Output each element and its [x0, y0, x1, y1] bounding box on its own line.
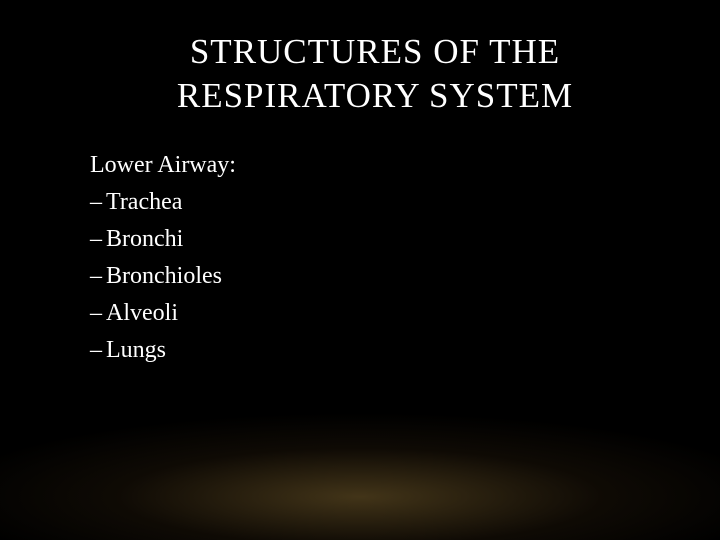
bullet-marker: –: [90, 189, 102, 216]
bullet-marker: –: [90, 226, 102, 253]
list-item: –Bronchioles: [90, 263, 660, 290]
list-item: –Trachea: [90, 189, 660, 216]
list-item: –Lungs: [90, 337, 660, 364]
bullet-marker: –: [90, 337, 102, 364]
slide-container: STRUCTURES OF THE RESPIRATORY SYSTEM Low…: [0, 0, 720, 540]
bullet-text: Alveoli: [106, 300, 178, 326]
slide-body: Lower Airway: –Trachea –Bronchi –Bronchi…: [90, 152, 660, 364]
bullet-text: Trachea: [106, 189, 182, 215]
bullet-list: –Trachea –Bronchi –Bronchioles –Alveoli …: [90, 189, 660, 364]
slide-title: STRUCTURES OF THE RESPIRATORY SYSTEM: [90, 30, 660, 118]
bullet-marker: –: [90, 263, 102, 290]
subheading: Lower Airway:: [90, 152, 660, 179]
bullet-marker: –: [90, 300, 102, 327]
bullet-text: Lungs: [106, 337, 166, 363]
list-item: –Alveoli: [90, 300, 660, 327]
bullet-text: Bronchioles: [106, 263, 222, 289]
bullet-text: Bronchi: [106, 226, 183, 252]
list-item: –Bronchi: [90, 226, 660, 253]
